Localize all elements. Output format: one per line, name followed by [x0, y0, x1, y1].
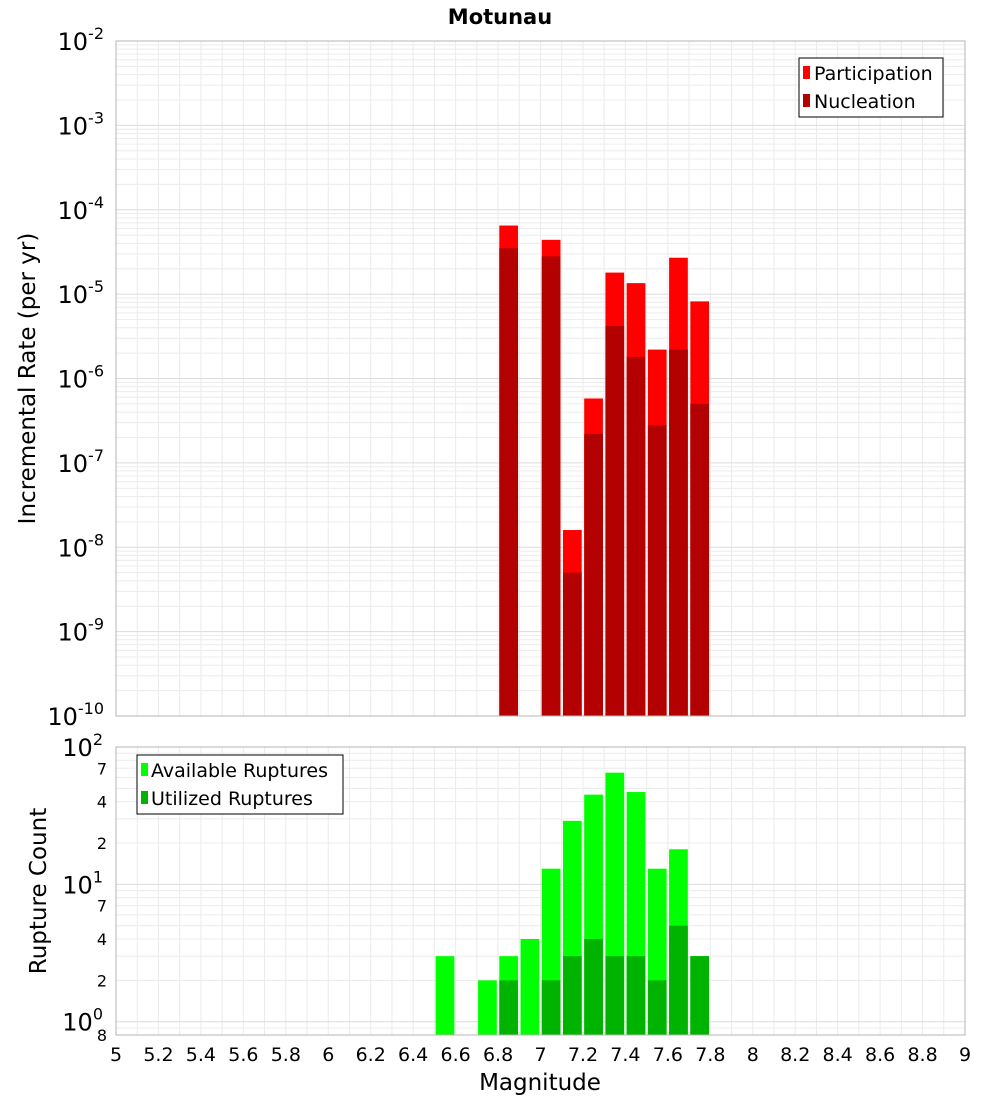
- count-bar-available-ruptures: [478, 980, 497, 1035]
- available-ruptures-legend-label: Available Ruptures: [151, 760, 328, 782]
- count-plot-frame: [115, 746, 966, 1036]
- count-y-minor-tick-label: 2: [97, 971, 107, 990]
- count-y-tick-label: 102: [62, 730, 103, 762]
- count-y-minor-tick-label: 7: [97, 759, 107, 778]
- x-tick-label: 5.2: [143, 1044, 173, 1066]
- rate-bar-nucleation: [499, 248, 519, 717]
- rate-bar-nucleation: [584, 433, 603, 716]
- rate-bar-nucleation: [690, 403, 710, 716]
- count-y-minor-tick-label: 4: [97, 793, 107, 812]
- x-tick-label: 7.4: [610, 1044, 640, 1066]
- x-tick-label: 7: [534, 1044, 546, 1066]
- x-tick-label: 5.4: [186, 1044, 216, 1066]
- participation-swatch: [803, 66, 810, 79]
- x-tick-label: 8.8: [907, 1044, 937, 1066]
- count-bar-utilized-ruptures: [584, 939, 603, 1035]
- count-bar-available-ruptures: [520, 939, 540, 1035]
- x-tick-label: 7.6: [653, 1044, 683, 1066]
- rate-y-tick-label: 10-9: [58, 615, 105, 647]
- rate-panel: 10-10 10-9 10-8 10-7 10-6 10-5 10-4 10-3 10-2 In…: [15, 24, 966, 731]
- count-bars: [435, 772, 710, 1035]
- rate-bar-nucleation: [605, 325, 625, 716]
- utilized-ruptures-legend-label: Utilized Ruptures: [151, 788, 313, 810]
- x-tick-label: 6.6: [440, 1044, 470, 1066]
- x-tick-label: 6.8: [483, 1044, 513, 1066]
- participation-legend-label: Participation: [814, 63, 933, 85]
- count-y-minor-tick-label: 7: [97, 897, 107, 916]
- rate-bar-nucleation: [669, 349, 688, 716]
- rate-bar-nucleation: [562, 572, 582, 716]
- x-tick-label: 7.2: [568, 1044, 598, 1066]
- count-y-axis-label: Rupture Count: [26, 808, 52, 974]
- nucleation-swatch: [803, 94, 810, 107]
- rate-plot-frame: [115, 40, 966, 717]
- rate-y-tick-label: 10-7: [58, 446, 105, 478]
- count-bar-utilized-ruptures: [690, 956, 710, 1035]
- rate-bar-nucleation: [647, 425, 667, 716]
- rate-y-axis-label: Incremental Rate (per yr): [15, 233, 41, 525]
- rate-bar-nucleation: [541, 256, 561, 716]
- count-bar-utilized-ruptures: [647, 980, 667, 1035]
- count-y-minor-tick-label: 4: [97, 930, 107, 949]
- x-tick-label: 8: [747, 1044, 759, 1066]
- x-tick-label: 8.4: [823, 1044, 853, 1066]
- rate-bars: [499, 225, 710, 717]
- count-bar-utilized-ruptures: [626, 956, 646, 1035]
- count-y-minor-tick-label: 2: [97, 834, 107, 853]
- count-legend-box: [136, 754, 344, 815]
- x-tick-label: 7.8: [695, 1044, 725, 1066]
- rate-y-tick-label: 10-8: [58, 530, 105, 562]
- rate-y-tick-label: 10-4: [58, 193, 105, 225]
- rate-legend-box: [798, 57, 944, 118]
- utilized-ruptures-swatch: [141, 791, 148, 804]
- chart-title: Motunau: [448, 5, 552, 29]
- x-tick-label: 6.4: [398, 1044, 428, 1066]
- x-tick-label: 6: [322, 1044, 334, 1066]
- x-tick-label: 5: [110, 1044, 122, 1066]
- x-axis-label: Magnitude: [479, 1070, 601, 1096]
- count-bar-utilized-ruptures: [605, 956, 625, 1035]
- count-legend: Available Ruptures Utilized Ruptures: [136, 754, 344, 815]
- rate-y-tick-label: 10-5: [58, 277, 105, 309]
- count-bar-utilized-ruptures: [562, 956, 582, 1035]
- x-tick-label: 8.6: [865, 1044, 895, 1066]
- nucleation-legend-label: Nucleation: [814, 91, 916, 113]
- rate-legend: Participation Nucleation: [798, 57, 944, 118]
- count-bar-utilized-ruptures: [669, 925, 688, 1035]
- count-bar-utilized-ruptures: [499, 980, 519, 1035]
- count-bar-utilized-ruptures: [541, 980, 561, 1035]
- x-tick-label: 9: [959, 1044, 971, 1066]
- x-tick-label: 6.2: [356, 1044, 386, 1066]
- x-tick-label: 5.8: [271, 1044, 301, 1066]
- count-y-tick-label: 101: [62, 867, 103, 899]
- rate-y-tick-label: 10-10: [47, 699, 104, 731]
- count-y-tick-labels: 100 101 102 8 2 4 7 2 4 7: [62, 730, 107, 1045]
- rate-bar-nucleation: [626, 356, 646, 716]
- x-tick-labels: 5 5.2 5.4 5.6 5.8 6 6.2 6.4 6.6 6.8 7 7.2 7.4 7.6 7.8 8…: [110, 1044, 971, 1066]
- count-y-minor-tick-label: 8: [97, 1026, 107, 1045]
- x-tick-label: 5.6: [228, 1044, 258, 1066]
- count-bar-available-ruptures: [435, 956, 455, 1035]
- rate-y-tick-label: 10-3: [58, 108, 105, 140]
- available-ruptures-swatch: [141, 763, 148, 776]
- count-panel: 100 101 102 8 2 4 7 2 4 7 Rupture Count Available…: [26, 730, 971, 1096]
- rate-y-tick-label: 10-6: [58, 362, 105, 394]
- rate-grid: [115, 40, 966, 717]
- rate-y-tick-labels: 10-10 10-9 10-8 10-7 10-6 10-5 10-4 10-3 10-2: [47, 24, 104, 731]
- x-tick-label: 8.2: [780, 1044, 810, 1066]
- count-y-tick-label: 100: [62, 1005, 103, 1037]
- rate-y-tick-label: 10-2: [58, 24, 105, 56]
